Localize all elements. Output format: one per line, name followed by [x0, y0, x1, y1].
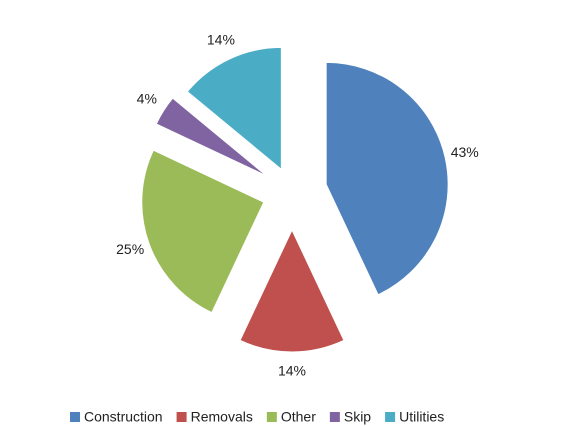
data-label: 14%	[207, 32, 235, 48]
legend-label: Skip	[344, 409, 371, 425]
pie-slice	[325, 61, 449, 296]
pie-slice	[239, 228, 345, 353]
data-label: 25%	[116, 241, 144, 257]
data-label: 14%	[278, 363, 306, 379]
pie-slice	[141, 149, 265, 314]
legend-label: Utilities	[399, 409, 444, 425]
legend-swatch	[176, 412, 187, 422]
data-label: 4%	[137, 91, 157, 107]
legend-swatch	[70, 412, 80, 422]
legend-label: Construction	[84, 409, 163, 425]
pie	[141, 46, 449, 353]
data-label: 43%	[451, 144, 479, 160]
pie-slice	[155, 97, 267, 177]
legend-swatch	[385, 412, 396, 422]
legend-swatch	[266, 412, 277, 422]
pie-slice	[186, 46, 282, 171]
legend: Construction Removals Other Skip Utilities	[70, 409, 444, 425]
legend-label: Removals	[191, 409, 253, 425]
legend-swatch	[329, 412, 340, 422]
legend-label: Other	[281, 409, 316, 425]
data-labels: 43% 14% 25% 4% 14%	[116, 32, 479, 379]
